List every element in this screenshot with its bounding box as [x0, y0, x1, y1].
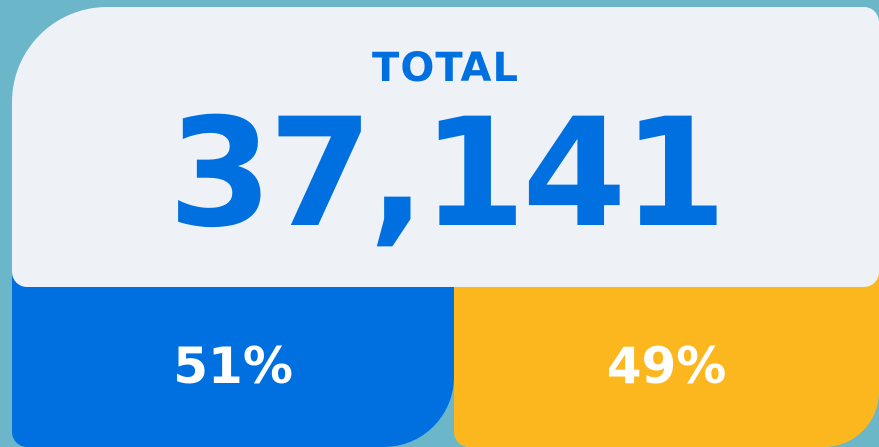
total-card: TOTAL 37,141 [12, 7, 879, 287]
title: TOTAL [372, 45, 519, 91]
segment-label: 49% [606, 337, 727, 395]
segment-label: 51% [173, 337, 293, 395]
total: 37,141 [168, 87, 727, 261]
